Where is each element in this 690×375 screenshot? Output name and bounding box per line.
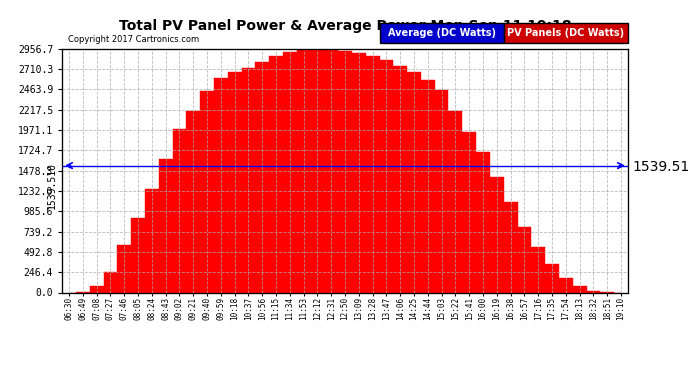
Text: PV Panels (DC Watts): PV Panels (DC Watts)	[507, 28, 624, 38]
Text: Copyright 2017 Cartronics.com: Copyright 2017 Cartronics.com	[68, 35, 199, 44]
Text: Total PV Panel Power & Average Power Mon Sep 11 19:18: Total PV Panel Power & Average Power Mon…	[119, 19, 571, 33]
Text: Average (DC Watts): Average (DC Watts)	[388, 28, 495, 38]
